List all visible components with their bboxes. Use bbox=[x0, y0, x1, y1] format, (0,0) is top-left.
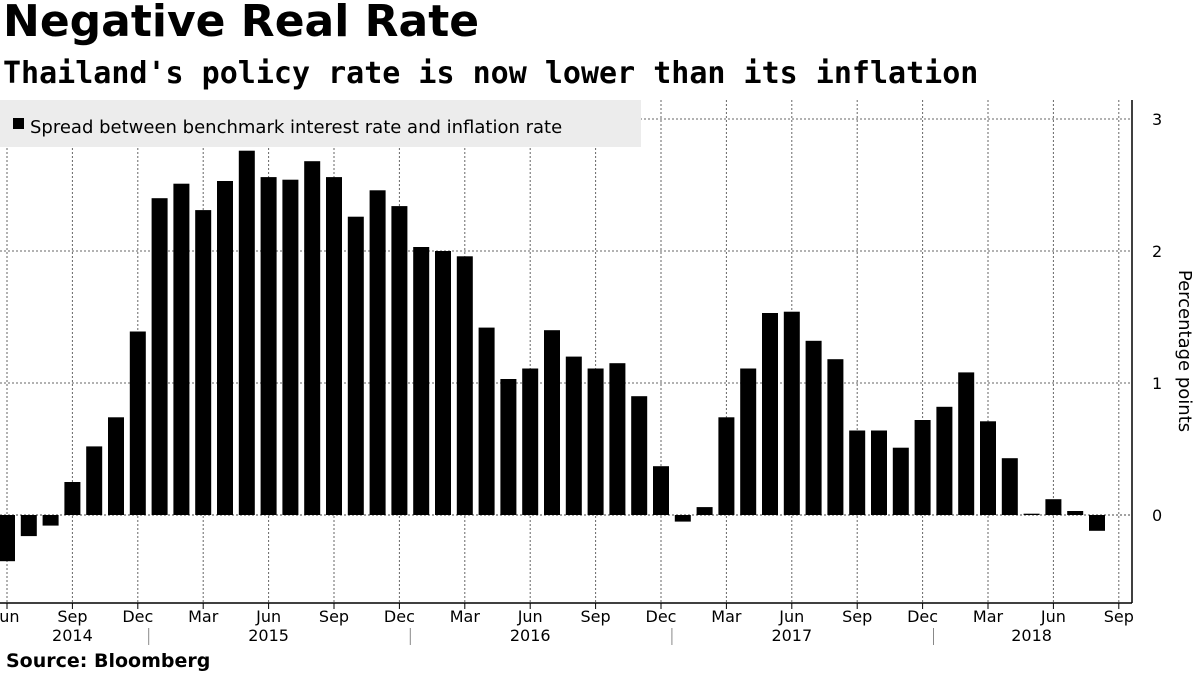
bar bbox=[151, 198, 168, 515]
bar bbox=[108, 417, 124, 515]
bar bbox=[500, 379, 517, 515]
bar bbox=[1089, 515, 1105, 531]
y-axis: 0 1 2 3 bbox=[1152, 110, 1162, 525]
x-tick-label: Mar bbox=[711, 607, 742, 626]
x-year-label: 2016 bbox=[510, 626, 551, 645]
x-tick-label: Dec bbox=[907, 607, 938, 626]
bar bbox=[871, 430, 887, 515]
x-tick-label: Dec bbox=[384, 607, 415, 626]
bar bbox=[827, 359, 844, 515]
bar bbox=[282, 179, 299, 515]
bar bbox=[86, 446, 103, 515]
bar bbox=[217, 181, 233, 515]
legend-label: Spread between benchmark interest rate a… bbox=[30, 117, 562, 138]
bar bbox=[42, 515, 59, 526]
y-tick-label: 3 bbox=[1152, 110, 1162, 129]
x-axis: Jun Sep Dec Mar Jun Sep Dec Mar Jun Sep Dec Mar Jun S… bbox=[0, 100, 1134, 645]
x-tick-label: Jun bbox=[255, 607, 281, 626]
chart-title: Negative Real Rate bbox=[3, 0, 480, 47]
bar bbox=[1001, 458, 1018, 515]
x-tick-label: Jun bbox=[778, 607, 804, 626]
x-tick-label: Sep bbox=[57, 607, 87, 626]
bar bbox=[456, 256, 473, 515]
legend-box bbox=[0, 100, 641, 147]
bar bbox=[696, 507, 713, 515]
bar bbox=[20, 515, 37, 537]
bar bbox=[718, 417, 735, 515]
bar bbox=[1023, 513, 1040, 515]
bar bbox=[173, 183, 190, 515]
legend-swatch bbox=[13, 118, 24, 129]
chart-subtitle: Thailand's policy rate is now lower than… bbox=[3, 56, 979, 91]
bar bbox=[435, 251, 451, 515]
x-year-label: 2018 bbox=[1011, 626, 1052, 645]
x-tick-label: Jun bbox=[1040, 607, 1066, 626]
bar bbox=[936, 406, 953, 515]
bar bbox=[1067, 511, 1084, 515]
bar bbox=[805, 340, 822, 515]
bar bbox=[391, 206, 408, 515]
x-tick-label: Sep bbox=[581, 607, 611, 626]
bar bbox=[544, 330, 560, 515]
bar bbox=[674, 515, 691, 522]
bar bbox=[129, 331, 146, 515]
bar bbox=[238, 150, 255, 515]
bar bbox=[958, 372, 975, 515]
y-tick-label: 0 bbox=[1152, 506, 1162, 525]
bar bbox=[914, 420, 931, 515]
bars bbox=[0, 150, 1105, 562]
bar bbox=[609, 363, 626, 515]
bar bbox=[653, 466, 669, 515]
bar bbox=[892, 447, 909, 515]
x-tick-label: Sep bbox=[842, 607, 872, 626]
bar bbox=[565, 356, 582, 515]
x-tick-label: Sep bbox=[319, 607, 349, 626]
bar bbox=[478, 327, 495, 515]
x-year-label: 2014 bbox=[52, 626, 93, 645]
y-axis-label: Percentage points bbox=[1174, 270, 1195, 432]
x-tick-label: Mar bbox=[973, 607, 1004, 626]
bar bbox=[369, 190, 386, 516]
x-tick-label: Jun bbox=[517, 607, 543, 626]
x-tick-label: Dec bbox=[646, 607, 677, 626]
x-tick-label: Dec bbox=[122, 607, 153, 626]
bar bbox=[326, 177, 342, 515]
bar bbox=[980, 421, 996, 515]
y-tick-label: 2 bbox=[1152, 242, 1162, 261]
bar bbox=[413, 247, 430, 515]
y-tick-label: 1 bbox=[1152, 374, 1162, 393]
x-year-label: 2017 bbox=[771, 626, 812, 645]
x-year-label: 2015 bbox=[248, 626, 289, 645]
bar bbox=[1045, 499, 1062, 515]
bar bbox=[522, 368, 539, 515]
bar bbox=[304, 161, 321, 515]
x-tick-label: Sep bbox=[1104, 607, 1134, 626]
x-tick-label: Jun bbox=[0, 607, 20, 626]
x-tick-label: Mar bbox=[188, 607, 219, 626]
bar bbox=[740, 368, 757, 515]
bar bbox=[195, 210, 212, 515]
bar bbox=[347, 216, 364, 515]
bar bbox=[64, 482, 81, 515]
grid-lines bbox=[0, 100, 1132, 603]
bar bbox=[783, 311, 800, 515]
bar bbox=[260, 177, 277, 515]
bar bbox=[587, 368, 604, 515]
bar bbox=[0, 515, 15, 562]
bar bbox=[631, 396, 648, 515]
bar bbox=[762, 313, 778, 515]
bar bbox=[849, 430, 866, 515]
source-note: Source: Bloomberg bbox=[6, 650, 211, 672]
x-tick-label: Mar bbox=[450, 607, 481, 626]
